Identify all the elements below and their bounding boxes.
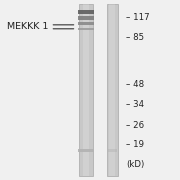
Bar [79,4,93,176]
Text: – 117: – 117 [126,14,150,22]
Bar [78,28,94,30]
Bar [78,10,94,14]
Bar [109,4,115,176]
Text: (kD): (kD) [126,160,144,169]
Text: – 19: – 19 [126,140,144,149]
Bar [78,16,94,20]
Bar [108,149,117,152]
Bar [107,4,118,176]
Text: MEKKK 1: MEKKK 1 [7,22,49,31]
Bar [78,149,94,152]
Text: – 34: – 34 [126,100,144,109]
Text: – 48: – 48 [126,80,144,89]
Bar [78,22,94,25]
Bar [83,4,89,176]
Text: – 26: – 26 [126,121,144,130]
Text: – 85: – 85 [126,33,144,42]
